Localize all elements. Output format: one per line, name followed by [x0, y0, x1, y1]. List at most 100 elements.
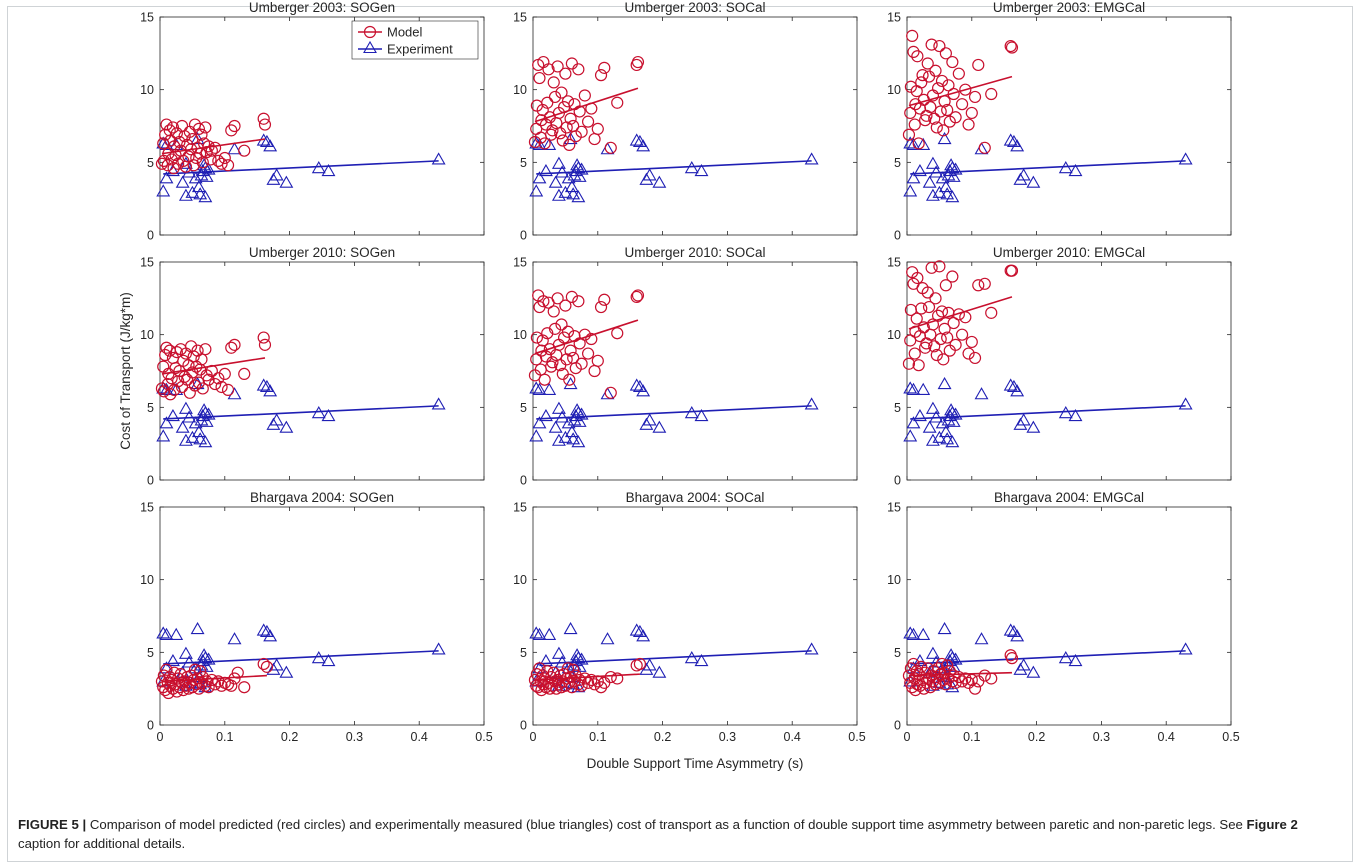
- model-point: [952, 67, 965, 80]
- model-point: [200, 675, 213, 688]
- experiment-point: [946, 169, 961, 182]
- model-point: [563, 138, 576, 151]
- experiment-point: [195, 163, 210, 177]
- model-point: [907, 657, 920, 671]
- model-point: [911, 50, 924, 63]
- y-tick-label: 15: [513, 256, 527, 270]
- experiment-point: [321, 408, 336, 422]
- model-point: [909, 684, 922, 697]
- x-tick-label: 0.2: [281, 730, 298, 744]
- experiment-point: [1026, 175, 1041, 188]
- y-tick-label: 15: [513, 501, 527, 515]
- experiment-point: [198, 435, 213, 448]
- experiment-point: [903, 626, 918, 639]
- experiment-fit-line: [910, 405, 1186, 420]
- y-tick-label: 15: [140, 256, 154, 270]
- model-point: [585, 673, 598, 687]
- model-point: [902, 357, 916, 370]
- model-point: [578, 328, 591, 341]
- model-point: [199, 121, 212, 134]
- experiment-point: [974, 387, 989, 400]
- model-point: [942, 79, 955, 92]
- model-point: [946, 55, 959, 69]
- experiment-point: [636, 629, 651, 642]
- model-point: [906, 29, 919, 42]
- y-tick-label: 5: [520, 646, 527, 660]
- model-point: [585, 332, 598, 346]
- experiment-point: [600, 632, 615, 645]
- x-tick-label: 0.1: [216, 730, 233, 744]
- experiment-point: [178, 401, 193, 414]
- model-point: [546, 124, 559, 137]
- axes-box: [906, 261, 1232, 481]
- model-point: [564, 344, 577, 357]
- experiment-fit-line: [536, 650, 812, 665]
- experiment-point: [942, 408, 957, 422]
- experiment-point: [916, 137, 931, 150]
- experiment-point: [945, 435, 960, 448]
- model-point: [564, 670, 577, 684]
- model-point: [924, 101, 937, 114]
- model-point: [164, 388, 177, 401]
- model-point: [933, 39, 946, 53]
- model-point: [938, 322, 951, 335]
- experiment-point: [574, 407, 589, 420]
- model-point: [221, 383, 235, 396]
- experiment-point: [925, 433, 940, 446]
- panel-title: Umberger 2010: SOCal: [624, 245, 765, 260]
- panel-8: 0 5 10 15 0 0.1 0.2 0.3 0.4 0.5 Bhargava 2004: SOC…: [513, 490, 866, 744]
- experiment-point: [906, 171, 921, 184]
- x-tick-label: 0.3: [719, 730, 736, 744]
- model-point: [157, 137, 170, 150]
- experiment-point: [1026, 665, 1041, 678]
- experiment-point: [903, 381, 918, 394]
- legend-experiment-label: Experiment: [387, 42, 453, 57]
- experiment-point: [563, 621, 578, 635]
- experiment-point: [159, 416, 174, 429]
- experiment-point: [542, 382, 557, 395]
- y-tick-label: 0: [894, 474, 901, 488]
- model-point: [611, 672, 624, 685]
- experiment-point: [551, 433, 566, 446]
- experiment-point: [929, 655, 944, 668]
- model-point: [208, 678, 222, 691]
- legend-model-label: Model: [387, 25, 423, 40]
- axes-box: [532, 16, 858, 236]
- experiment-point: [169, 627, 184, 640]
- model-point: [922, 300, 936, 314]
- experiment-point: [804, 152, 819, 165]
- model-point: [188, 379, 202, 392]
- experiment-point: [321, 653, 336, 667]
- experiment-point: [201, 652, 216, 665]
- model-point: [594, 69, 608, 82]
- model-point: [930, 348, 943, 362]
- model-point: [915, 302, 928, 315]
- x-tick-label: 0.5: [1222, 730, 1239, 744]
- model-point: [218, 151, 231, 165]
- model-point: [941, 331, 954, 344]
- experiment-point: [539, 408, 553, 422]
- x-axis-label: Double Support Time Asymmetry (s): [587, 756, 804, 771]
- experiment-point: [1058, 651, 1073, 664]
- model-point: [575, 679, 588, 692]
- axes-box: [532, 261, 858, 481]
- model-point: [985, 672, 998, 685]
- experiment-point: [636, 384, 651, 397]
- model-point: [196, 670, 209, 684]
- figure-caption: FIGURE 5 | Comparison of model predicted…: [18, 815, 1338, 853]
- model-point: [170, 346, 183, 359]
- panel-1: 0 5 10 15 Umberger 2003: SOGen Model Experimen…: [140, 0, 485, 243]
- model-point: [561, 662, 575, 675]
- experiment-point: [913, 408, 927, 422]
- x-tick-label: 0.5: [475, 730, 492, 744]
- caption-figure-ref[interactable]: Figure 2: [1246, 817, 1298, 832]
- model-point: [928, 340, 941, 353]
- model-point: [573, 105, 586, 118]
- experiment-point: [175, 420, 190, 433]
- experiment-point: [600, 142, 615, 155]
- model-point: [160, 118, 173, 131]
- panel-title: Bhargava 2004: EMGCal: [994, 490, 1144, 505]
- experiment-point: [1013, 417, 1028, 430]
- figure-chart: 0 5 10 15 Umberger 2003: SOGen Model Experimen…: [118, 0, 1240, 771]
- model-point: [257, 657, 270, 671]
